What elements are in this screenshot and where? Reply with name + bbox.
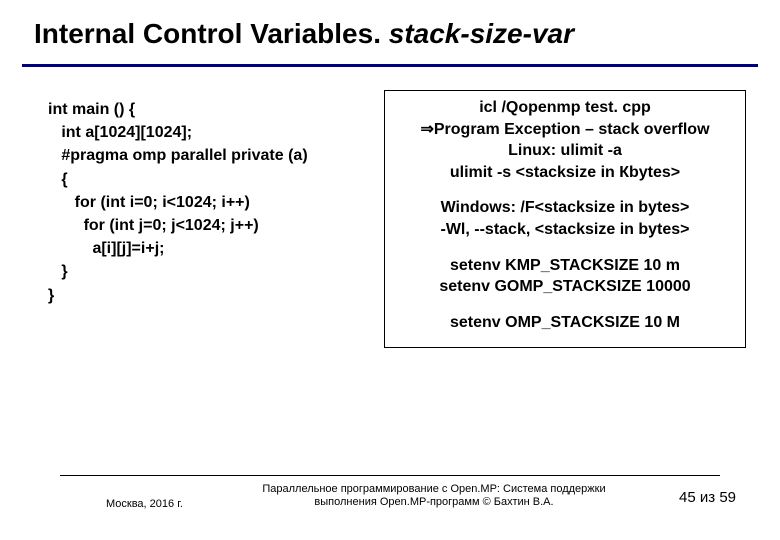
page-current: 45 — [679, 489, 696, 506]
footer-center: Параллельное программирование с Open.MP:… — [238, 483, 630, 511]
page-total: 59 — [719, 489, 736, 506]
content: int main () { int a[1024][1024]; #pragma… — [48, 90, 746, 348]
info-line: Linux: ulimit -a — [508, 142, 622, 159]
info-p3: setenv KMP_STACKSIZE 10 m setenv GOMP_ST… — [393, 255, 737, 298]
footer-rule — [60, 475, 720, 476]
title-plain: Internal Control Variables. — [34, 18, 389, 49]
info-line: ulimit -s <stacksize in Кbytes> — [450, 164, 680, 181]
info-box: icl /Qopenmp test. cpp ⇒Program Exceptio… — [384, 90, 746, 348]
arrow-icon: ⇒ — [420, 121, 433, 138]
code-line: int main () { — [48, 101, 135, 118]
info-line: -Wl, --stack, <stacksize in bytes> — [441, 221, 690, 238]
footer: Москва, 2016 г. Параллельное программиро… — [0, 480, 780, 510]
info-line: Program Exception – stack overflow — [434, 121, 710, 138]
title-rule — [22, 64, 758, 67]
code-line: int a[1024][1024]; — [48, 124, 192, 141]
info-line: setenv OMP_STACKSIZE 10 M — [450, 314, 680, 331]
code-line: for (int i=0; i<1024; i++) — [48, 194, 250, 211]
code-line: for (int j=0; j<1024; j++) — [48, 217, 259, 234]
footer-left: Москва, 2016 г. — [106, 498, 183, 510]
code-line: } — [48, 263, 68, 280]
info-p4: setenv OMP_STACKSIZE 10 M — [393, 312, 737, 334]
code-line: a[i][j]=i+j; — [48, 240, 164, 257]
code-line: } — [48, 287, 54, 304]
code-column: int main () { int a[1024][1024]; #pragma… — [48, 90, 384, 348]
page-sep: из — [696, 489, 720, 506]
title-italic: stack-size-var — [389, 18, 574, 49]
info-line: setenv GOMP_STACKSIZE 10000 — [439, 278, 690, 295]
info-p2: Windows: /F<stacksize in bytes> -Wl, --s… — [393, 197, 737, 240]
info-line: setenv KMP_STACKSIZE 10 m — [450, 257, 680, 274]
slide: Internal Control Variables. stack-size-v… — [0, 0, 780, 540]
code-line: { — [48, 171, 68, 188]
page-title: Internal Control Variables. stack-size-v… — [34, 18, 780, 50]
code-block: int main () { int a[1024][1024]; #pragma… — [48, 98, 384, 307]
code-line: #pragma omp parallel private (a) — [48, 147, 308, 164]
title-area: Internal Control Variables. stack-size-v… — [0, 0, 780, 50]
footer-right: 45 из 59 — [679, 489, 736, 506]
info-line: Windows: /F<stacksize in bytes> — [441, 199, 690, 216]
info-p1: icl /Qopenmp test. cpp ⇒Program Exceptio… — [393, 97, 737, 183]
info-line: icl /Qopenmp test. cpp — [479, 99, 651, 116]
